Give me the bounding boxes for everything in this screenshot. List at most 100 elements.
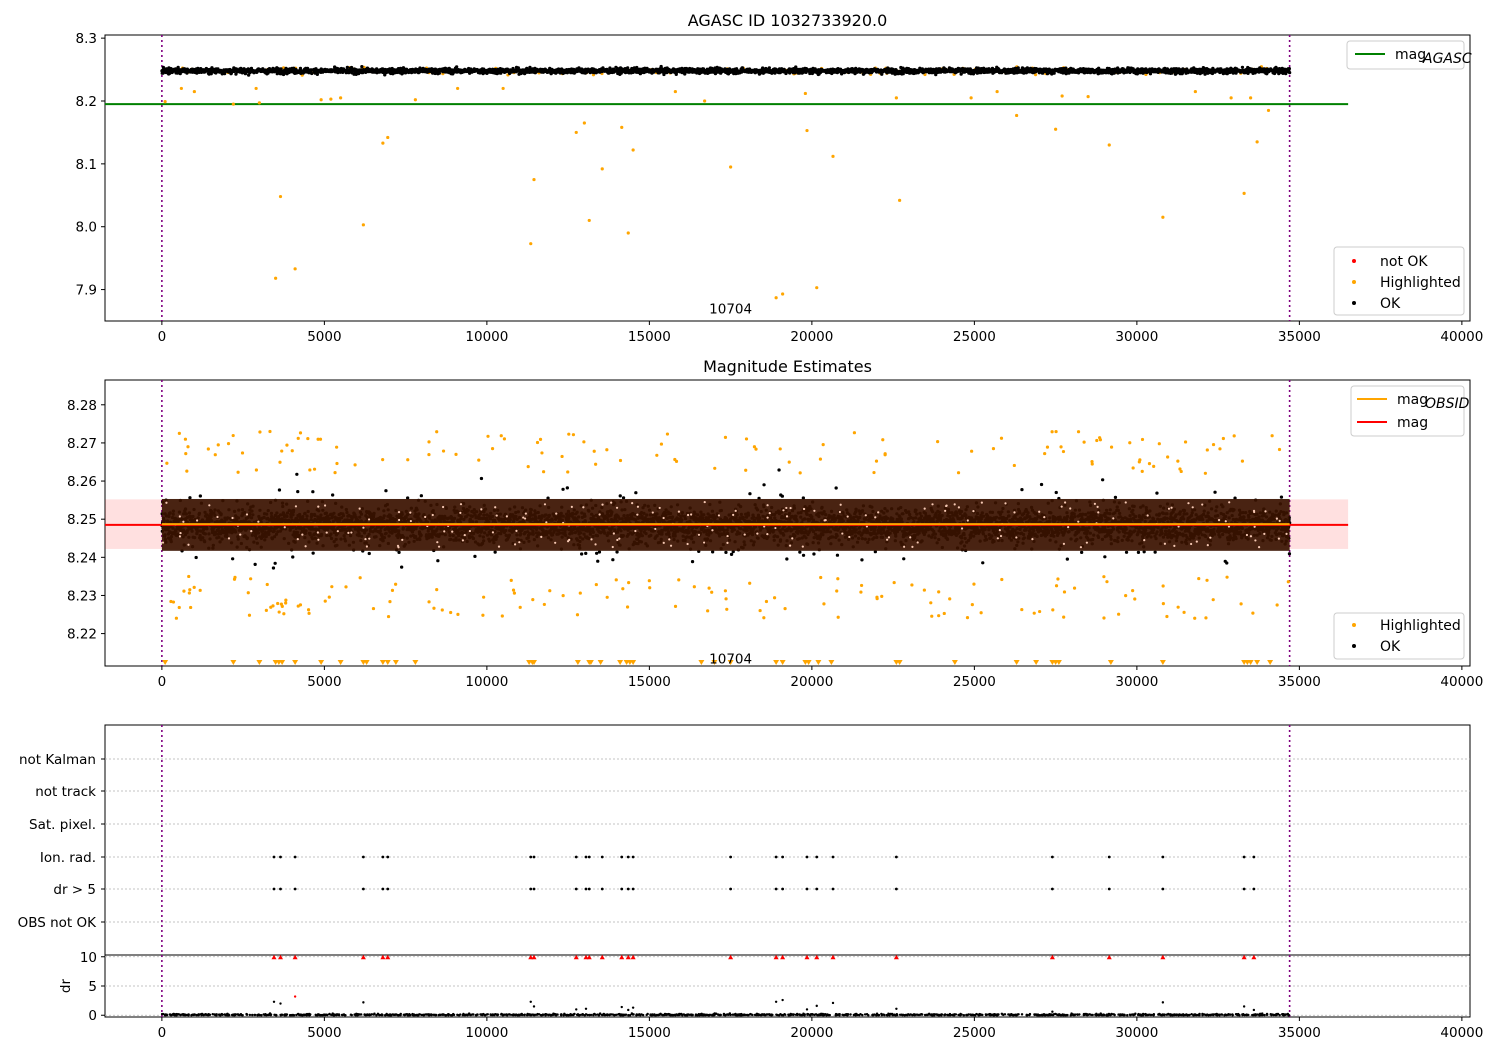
highlighted-point: [631, 501, 634, 505]
flag-point: [1252, 855, 1256, 859]
highlighted-point: [542, 602, 546, 607]
highlighted-point: [1131, 466, 1135, 470]
highlighted-point: [441, 505, 445, 509]
clipped-low-marker: [951, 660, 958, 665]
highlighted-point: [874, 516, 877, 519]
highlighted-point: [726, 534, 729, 538]
highlighted-point: [192, 89, 196, 94]
highlighted-point: [394, 582, 398, 586]
highlighted-point: [548, 589, 552, 593]
flag-point: [532, 855, 536, 859]
dr-panel: 0 5000 10000 15000 20000 25000 30000 35000 40000…: [58, 950, 1483, 1041]
highlighted-point: [1015, 113, 1019, 118]
highlighted-point: [686, 513, 690, 517]
clipped-low-marker: [1033, 660, 1040, 665]
highlighted-point: [1045, 445, 1050, 449]
highlighted-point: [1060, 505, 1063, 508]
highlighted-point: [881, 438, 885, 442]
highlighted-point: [306, 436, 310, 441]
highlighted-point: [616, 538, 619, 542]
clipped-high-marker: [278, 954, 283, 960]
highlighted-point: [1050, 430, 1054, 434]
highlighted-point: [186, 445, 190, 449]
highlighted-point: [1138, 458, 1142, 462]
highlighted-point: [970, 449, 974, 453]
highlighted-point: [937, 590, 941, 594]
highlighted-point: [942, 611, 946, 616]
flag-point: [774, 887, 778, 891]
clipped-low-marker: [531, 660, 537, 665]
highlighted-point: [1124, 501, 1127, 504]
highlighted-point: [1012, 463, 1016, 468]
highlighted-point: [1275, 517, 1278, 520]
highlighted-point: [188, 588, 192, 592]
highlighted-point: [886, 538, 889, 541]
highlighted-point: [754, 447, 758, 451]
highlighted-point: [894, 96, 898, 100]
highlighted-point: [406, 458, 410, 462]
highlighted-point: [362, 526, 365, 529]
flag-point: [361, 855, 365, 859]
legend-label: OK: [1380, 639, 1401, 655]
highlighted-point: [427, 440, 431, 444]
flag-point: [831, 855, 835, 859]
y-tick-label: 10: [80, 950, 97, 966]
highlighted-point: [277, 610, 281, 614]
clipped-low-marker: [1107, 660, 1114, 665]
highlighted-point: [283, 526, 286, 529]
x-tick-label: 25000: [953, 329, 996, 345]
highlighted-point: [501, 86, 505, 91]
highlighted-point: [339, 96, 343, 100]
highlighted-point: [301, 533, 304, 536]
x-tick-label: 10000: [465, 1025, 508, 1041]
highlighted-point: [647, 579, 651, 583]
highlighted-point: [397, 511, 401, 514]
dr-point: [895, 1007, 898, 1011]
highlighted-point: [1102, 575, 1106, 579]
clipped-low-marker: [773, 660, 780, 665]
dr-point: [293, 995, 297, 998]
highlighted-point: [231, 516, 234, 520]
clipped-low-marker: [379, 660, 386, 665]
highlighted-point: [1176, 605, 1180, 609]
clipped-high-marker: [271, 954, 277, 960]
clipped-high-marker: [773, 954, 779, 960]
highlighted-point: [1201, 503, 1204, 506]
highlighted-point: [182, 520, 185, 523]
highlighted-point: [245, 513, 249, 516]
highlighted-point: [367, 518, 371, 521]
highlighted-point: [1015, 536, 1018, 539]
highlighted-point: [257, 520, 260, 523]
x-tick-label: 5000: [307, 674, 341, 690]
highlighted-point: [282, 612, 286, 616]
highlighted-point: [316, 531, 319, 534]
legend-label: Highlighted: [1380, 275, 1461, 291]
highlighted-point: [443, 530, 446, 533]
highlighted-point: [706, 609, 710, 613]
highlighted-point: [513, 543, 517, 546]
highlighted-point: [887, 536, 891, 539]
legend-top: [1346, 40, 1465, 70]
highlighted-point: [381, 141, 385, 145]
flag-point: [587, 887, 591, 891]
highlighted-point: [1203, 471, 1207, 475]
axes-frame: [104, 724, 1471, 956]
highlighted-point: [665, 432, 670, 436]
highlighted-point: [1161, 602, 1165, 606]
highlighted-point: [233, 575, 237, 579]
highlighted-point: [836, 577, 840, 581]
highlighted-point: [524, 512, 527, 515]
clipped-high-marker: [814, 954, 820, 960]
highlighted-point: [1249, 535, 1253, 538]
highlighted-point: [805, 128, 809, 133]
highlighted-point: [662, 541, 665, 544]
highlighted-point: [1257, 546, 1261, 549]
highlighted-point: [1255, 140, 1259, 144]
highlighted-point: [1062, 615, 1066, 619]
clipped-high-marker: [292, 954, 298, 960]
highlighted-point: [778, 447, 782, 451]
highlighted-point: [1147, 461, 1152, 466]
highlighted-point: [846, 515, 849, 518]
flag-point: [805, 855, 809, 859]
highlighted-point: [930, 614, 934, 618]
